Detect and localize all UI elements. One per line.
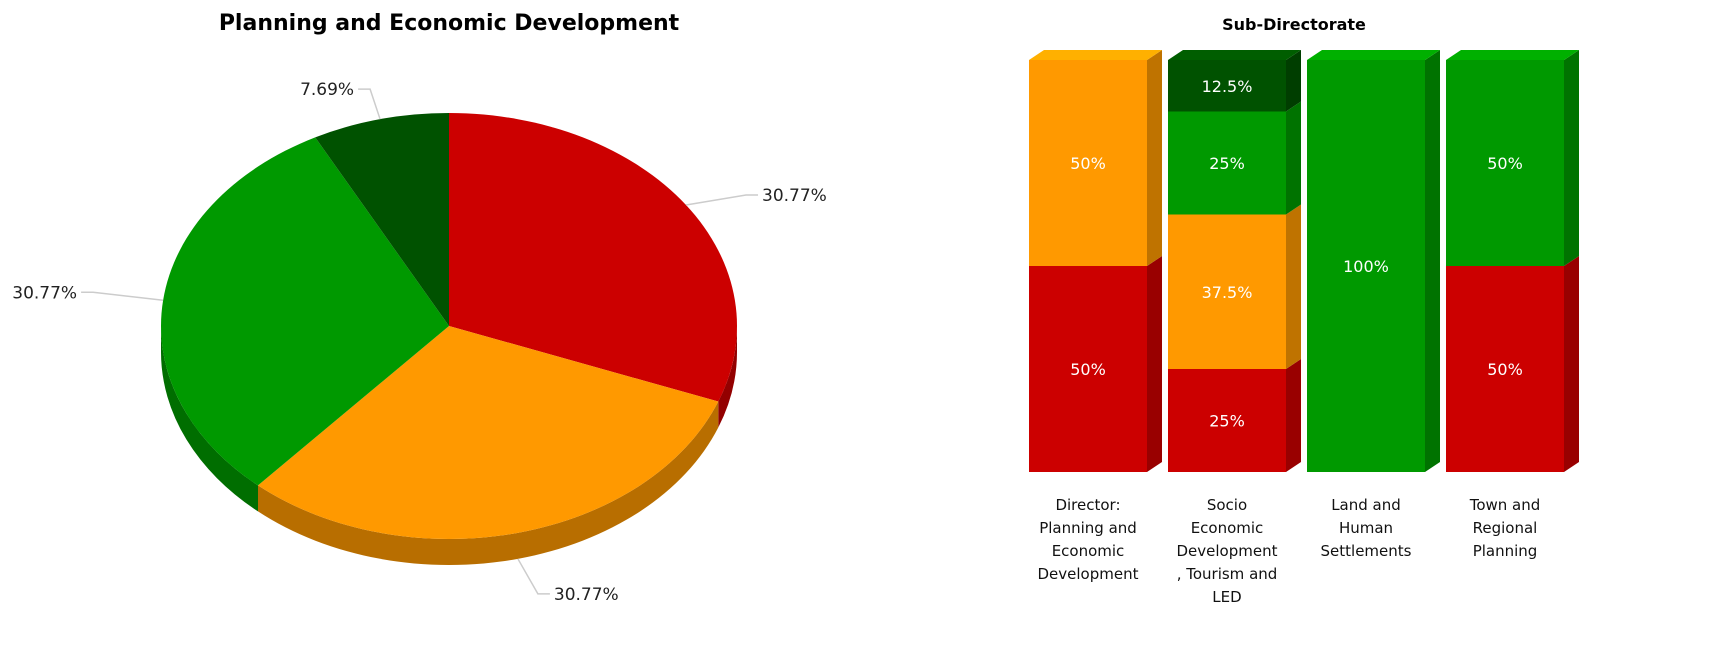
bar-value-label: 50% bbox=[1070, 154, 1106, 173]
bar-segment-top bbox=[1029, 50, 1162, 60]
bar-category-label: Land and Human Settlements bbox=[1321, 496, 1412, 560]
bar-segment[interactable] bbox=[1168, 214, 1286, 370]
bar-segment[interactable] bbox=[1307, 60, 1425, 472]
bar-segment[interactable] bbox=[1168, 369, 1286, 472]
bar-segment[interactable] bbox=[1168, 60, 1286, 112]
bar-value-label: 50% bbox=[1487, 154, 1523, 173]
pie-slice[interactable] bbox=[315, 113, 449, 326]
bar-value-label: 37.5% bbox=[1202, 283, 1253, 302]
bar-value-label: 25% bbox=[1209, 154, 1245, 173]
bar-segment-side bbox=[1564, 256, 1579, 472]
bar-segment-top bbox=[1168, 50, 1301, 60]
pie-leader-line bbox=[358, 88, 381, 120]
bar-segment[interactable] bbox=[1168, 111, 1286, 215]
pie-chart: Planning and Economic Development 30.77%… bbox=[12, 11, 827, 605]
bar-segment-side bbox=[1286, 204, 1301, 369]
bar-value-label: 100% bbox=[1343, 257, 1389, 276]
pie-slice-side bbox=[257, 401, 719, 565]
bar-category-label: Town and Regional Planning bbox=[1469, 496, 1541, 560]
bar-category-label: Director: Planning and Economic Development bbox=[1038, 496, 1139, 583]
bar-segment-side bbox=[1286, 50, 1301, 112]
pie-slice[interactable] bbox=[161, 137, 450, 486]
pie-slice-label: 30.77% bbox=[554, 585, 619, 605]
bar-segment[interactable] bbox=[1446, 266, 1564, 472]
bar-segment-side bbox=[1425, 50, 1440, 472]
pie-slice-side bbox=[161, 326, 258, 512]
bar-chart-title: Sub-Directorate bbox=[1222, 15, 1366, 34]
bar-segment-side bbox=[1147, 50, 1162, 266]
bar-segment[interactable] bbox=[1029, 60, 1147, 266]
pie-slice[interactable] bbox=[257, 326, 719, 539]
pie-slice-side bbox=[718, 326, 737, 428]
bar-segment-side bbox=[1286, 101, 1301, 215]
pie-leader-line bbox=[517, 558, 550, 595]
bar-segment-top bbox=[1307, 50, 1440, 60]
bar-value-label: 50% bbox=[1070, 360, 1106, 379]
pie-leader-line bbox=[81, 291, 164, 302]
pie-slice[interactable] bbox=[449, 113, 737, 402]
bar-segment-side bbox=[1564, 50, 1579, 266]
pie-slice-label: 30.77% bbox=[762, 186, 827, 206]
bar-value-label: 12.5% bbox=[1202, 77, 1253, 96]
bar-value-label: 50% bbox=[1487, 360, 1523, 379]
bar-segment[interactable] bbox=[1029, 266, 1147, 472]
bar-segment-side bbox=[1147, 256, 1162, 472]
bar-segment-top bbox=[1446, 50, 1579, 60]
bar-value-label: 25% bbox=[1209, 412, 1245, 431]
pie-slice-label: 7.69% bbox=[300, 80, 354, 100]
pie-leader-line bbox=[685, 194, 759, 206]
bar-category-label: Socio Economic Development, Tourism and LED bbox=[1177, 496, 1278, 606]
pie-slice-label: 30.77% bbox=[12, 283, 77, 303]
pie-chart-title: Planning and Economic Development bbox=[219, 11, 680, 36]
bar-segment-side bbox=[1286, 359, 1301, 472]
bar-segment[interactable] bbox=[1446, 60, 1564, 266]
